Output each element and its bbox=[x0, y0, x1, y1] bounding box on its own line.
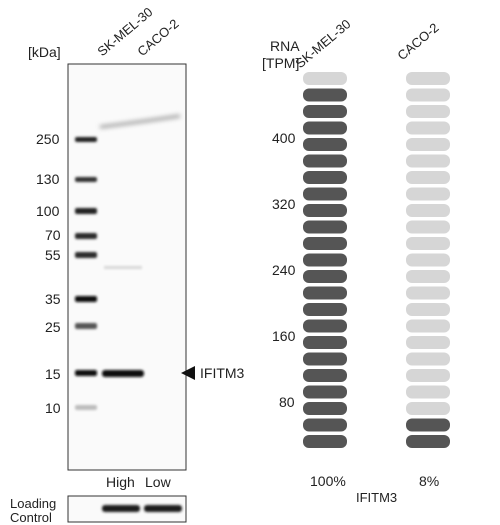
ladder-band-10 bbox=[75, 405, 97, 410]
rna-segment-sk-mel-30 bbox=[303, 435, 347, 448]
rna-segment-sk-mel-30 bbox=[303, 138, 347, 151]
ladder-band-35 bbox=[75, 296, 97, 302]
rna-segment-caco-2 bbox=[406, 402, 450, 415]
rna-segment-caco-2 bbox=[406, 72, 450, 85]
rna-segment-sk-mel-30 bbox=[303, 418, 347, 432]
expression-low: Low bbox=[145, 474, 171, 490]
rna-segment-sk-mel-30 bbox=[303, 121, 347, 135]
kda-label: [kDa] bbox=[28, 44, 61, 60]
rna-bar-groups bbox=[303, 72, 450, 448]
rna-percent-caco-2: 8% bbox=[419, 473, 440, 489]
ifitm3-band-sk-mel-30 bbox=[102, 370, 144, 377]
rna-segment-caco-2 bbox=[406, 237, 450, 250]
marker-10: 10 bbox=[45, 400, 61, 416]
rna-segment-sk-mel-30 bbox=[303, 369, 347, 382]
rna-tick-80: 80 bbox=[279, 394, 295, 410]
ladder-band-250 bbox=[75, 137, 97, 142]
rna-axis-title-line1: RNA bbox=[270, 38, 300, 54]
rna-segment-caco-2 bbox=[406, 121, 450, 135]
marker-130: 130 bbox=[36, 171, 60, 187]
rna-segment-caco-2 bbox=[406, 303, 450, 316]
rna-segment-caco-2 bbox=[406, 336, 450, 349]
rna-segment-sk-mel-30 bbox=[303, 72, 347, 85]
rna-segment-caco-2 bbox=[406, 171, 450, 184]
rna-segment-caco-2 bbox=[406, 352, 450, 366]
rna-percent-sk-mel-30: 100% bbox=[310, 473, 346, 489]
rna-segment-caco-2 bbox=[406, 138, 450, 151]
marker-70: 70 bbox=[45, 227, 61, 243]
rna-segment-sk-mel-30 bbox=[303, 105, 347, 118]
rna-segment-caco-2 bbox=[406, 435, 450, 448]
marker-100: 100 bbox=[36, 203, 60, 219]
target-label: IFITM3 bbox=[200, 365, 245, 381]
rna-gene-label: IFITM3 bbox=[356, 490, 398, 505]
rna-segment-sk-mel-30 bbox=[303, 253, 347, 267]
rna-segment-caco-2 bbox=[406, 369, 450, 382]
loading-control-label-line1: Loading bbox=[10, 496, 57, 511]
rna-segment-caco-2 bbox=[406, 154, 450, 168]
loading-band-2 bbox=[144, 505, 182, 512]
marker-15: 15 bbox=[45, 366, 61, 382]
rna-segment-sk-mel-30 bbox=[303, 204, 347, 217]
rna-segment-caco-2 bbox=[406, 319, 450, 333]
rna-segment-caco-2 bbox=[406, 187, 450, 201]
rna-tick-400: 400 bbox=[272, 130, 296, 146]
rna-segment-sk-mel-30 bbox=[303, 220, 347, 234]
expression-high: High bbox=[106, 474, 135, 490]
rna-segment-sk-mel-30 bbox=[303, 237, 347, 250]
rna-tick-320: 320 bbox=[272, 196, 296, 212]
top-smear bbox=[99, 114, 181, 129]
rna-tick-240: 240 bbox=[272, 262, 296, 278]
marker-55: 55 bbox=[45, 247, 61, 263]
rna-segment-sk-mel-30 bbox=[303, 303, 347, 316]
marker-35: 35 bbox=[45, 291, 61, 307]
ladder-band-130 bbox=[75, 177, 97, 182]
rna-axis-title-line2: [TPM] bbox=[262, 55, 300, 71]
loading-band-1 bbox=[102, 505, 140, 512]
faint-band-lane1 bbox=[104, 266, 142, 269]
rna-segment-sk-mel-30 bbox=[303, 187, 347, 201]
rna-segment-sk-mel-30 bbox=[303, 270, 347, 283]
rna-segment-caco-2 bbox=[406, 286, 450, 300]
loading-control-label-line2: Control bbox=[10, 510, 52, 525]
rna-segment-sk-mel-30 bbox=[303, 402, 347, 415]
rna-segment-caco-2 bbox=[406, 270, 450, 283]
ladder-band-70 bbox=[75, 233, 97, 239]
rna-segment-caco-2 bbox=[406, 418, 450, 432]
rna-segment-caco-2 bbox=[406, 385, 450, 399]
rna-segment-sk-mel-30 bbox=[303, 171, 347, 184]
rna-segment-sk-mel-30 bbox=[303, 154, 347, 168]
marker-25: 25 bbox=[45, 319, 61, 335]
ladder-band-100 bbox=[75, 208, 97, 214]
rna-segment-caco-2 bbox=[406, 105, 450, 118]
target-arrow-icon bbox=[181, 366, 195, 380]
rna-segment-sk-mel-30 bbox=[303, 352, 347, 366]
ladder-band-25 bbox=[75, 323, 97, 329]
marker-250: 250 bbox=[36, 131, 60, 147]
ladder-band-15 bbox=[75, 370, 97, 376]
rna-segment-caco-2 bbox=[406, 220, 450, 234]
rna-segment-sk-mel-30 bbox=[303, 385, 347, 399]
ladder-bands bbox=[75, 137, 97, 410]
rna-segment-caco-2 bbox=[406, 88, 450, 102]
ladder-band-55 bbox=[75, 252, 97, 258]
rna-segment-sk-mel-30 bbox=[303, 336, 347, 349]
rna-segment-caco-2 bbox=[406, 253, 450, 267]
rna-segment-sk-mel-30 bbox=[303, 319, 347, 333]
rna-segment-sk-mel-30 bbox=[303, 88, 347, 102]
rna-tick-160: 160 bbox=[272, 328, 296, 344]
rna-segment-sk-mel-30 bbox=[303, 286, 347, 300]
rna-segment-caco-2 bbox=[406, 204, 450, 217]
